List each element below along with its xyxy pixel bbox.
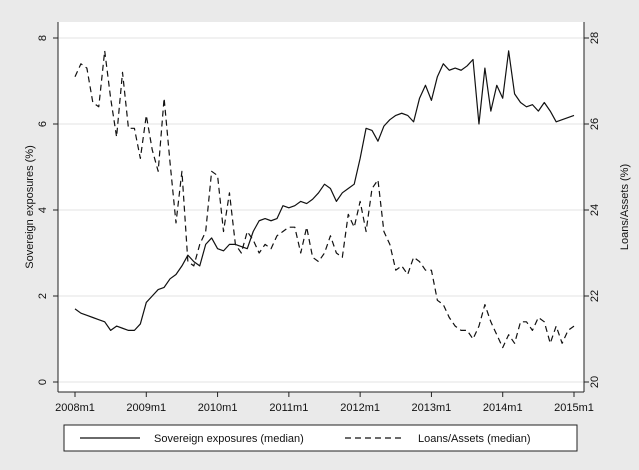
right-tick-label: 20 xyxy=(589,376,601,388)
legend-label-loans: Loans/Assets (median) xyxy=(418,433,531,445)
x-tick-label: 2012m1 xyxy=(340,402,380,414)
x-tick-label: 2013m1 xyxy=(412,402,452,414)
left-tick-label: 6 xyxy=(37,121,49,127)
x-tick-label: 2011m1 xyxy=(269,402,308,414)
right-tick-label: 22 xyxy=(589,290,601,302)
x-tick-label: 2008m1 xyxy=(55,402,95,414)
left-tick-label: 4 xyxy=(37,207,49,213)
left-tick-label: 0 xyxy=(37,379,49,385)
legend: Sovereign exposures (median) Loans/Asset… xyxy=(64,425,577,451)
x-tick-label: 2015m1 xyxy=(554,402,594,414)
x-tick-label: 2010m1 xyxy=(198,402,238,414)
right-tick-label: 26 xyxy=(589,118,601,130)
legend-label-sovereign: Sovereign exposures (median) xyxy=(154,433,304,445)
left-y-axis-label: Sovereign exposures (%) xyxy=(24,145,36,269)
left-tick-label: 2 xyxy=(37,293,49,299)
right-tick-label: 24 xyxy=(589,204,601,216)
x-tick-label: 2014m1 xyxy=(483,402,523,414)
x-tick-label: 2009m1 xyxy=(126,402,166,414)
right-tick-label: 28 xyxy=(589,32,601,44)
left-tick-label: 8 xyxy=(37,35,49,41)
right-y-axis-label: Loans/Assets (%) xyxy=(619,164,631,250)
